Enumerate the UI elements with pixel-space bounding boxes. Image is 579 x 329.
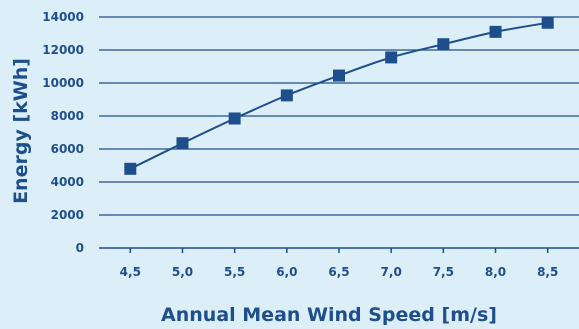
y-tick-label: 4000 bbox=[51, 175, 84, 189]
x-tick-label: 7,5 bbox=[433, 265, 454, 279]
y-tick-labels: 0 2000 4000 6000 8000 10000 12000 14000 bbox=[42, 10, 84, 255]
data-point-marker bbox=[489, 25, 502, 38]
data-point-marker bbox=[333, 69, 345, 82]
y-tick-label: 0 bbox=[76, 241, 84, 255]
x-tick-labels: 4,5 5,0 5,5 6,0 6,5 7,0 7,5 8,0 8,5 bbox=[120, 248, 558, 279]
series-line bbox=[129, 21, 548, 170]
y-tick-label: 12000 bbox=[42, 43, 84, 57]
x-tick-label: 5,0 bbox=[172, 265, 193, 279]
y-tick-label: 8000 bbox=[51, 109, 84, 123]
data-point-marker bbox=[176, 137, 189, 150]
data-point-marker bbox=[124, 162, 137, 175]
y-tick-label: 2000 bbox=[51, 208, 84, 222]
data-point-marker bbox=[437, 38, 450, 51]
data-point-marker bbox=[228, 112, 241, 125]
data-point-marker bbox=[280, 89, 293, 102]
x-tick-label: 6,5 bbox=[328, 265, 349, 279]
gridlines bbox=[99, 16, 579, 249]
x-tick-label: 8,5 bbox=[537, 265, 558, 279]
y-axis-title: Energy [kWh] bbox=[10, 58, 32, 204]
data-markers bbox=[124, 16, 554, 175]
data-point-marker bbox=[541, 16, 554, 29]
y-tick-label: 14000 bbox=[42, 10, 84, 24]
x-tick-label: 8,0 bbox=[485, 265, 506, 279]
data-point-marker bbox=[385, 51, 398, 64]
y-tick-label: 10000 bbox=[42, 76, 84, 90]
x-tick-label: 4,5 bbox=[120, 265, 141, 279]
x-tick-label: 7,0 bbox=[381, 265, 402, 279]
x-tick-label: 6,0 bbox=[276, 265, 297, 279]
x-axis-title: Annual Mean Wind Speed [m/s] bbox=[161, 304, 497, 325]
y-tick-label: 6000 bbox=[51, 142, 84, 156]
x-tick-label: 5,5 bbox=[224, 265, 245, 279]
